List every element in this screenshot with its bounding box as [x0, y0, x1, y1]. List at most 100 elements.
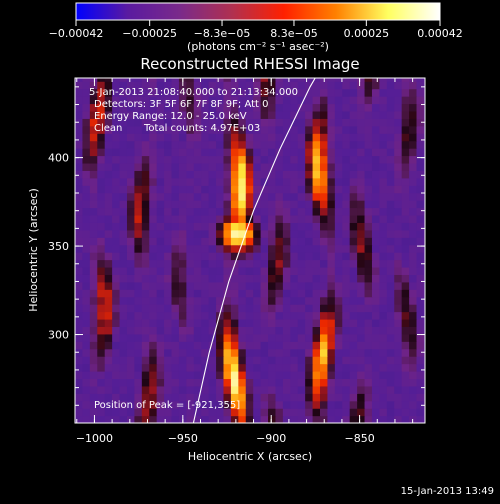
- heatmap-cell: [416, 110, 425, 119]
- heatmap-cell: [201, 341, 210, 350]
- heatmap-cell: [156, 148, 165, 157]
- heatmap-cell: [216, 363, 225, 372]
- heatmap-cell: [290, 296, 299, 305]
- heatmap-cell: [149, 415, 158, 423]
- heatmap-cell: [371, 118, 380, 127]
- heatmap-cell: [112, 289, 121, 298]
- heatmap-cell: [149, 78, 158, 82]
- heatmap-cell: [126, 393, 135, 402]
- heatmap-cell: [134, 103, 143, 112]
- heatmap-cell: [89, 400, 98, 409]
- heatmap-cell: [126, 162, 135, 171]
- heatmap-cell: [104, 341, 113, 350]
- heatmap-cell: [371, 177, 380, 186]
- heatmap-cell: [394, 259, 403, 268]
- heatmap-cell: [409, 348, 418, 357]
- heatmap-cell: [230, 155, 239, 164]
- heatmap-cell: [126, 170, 135, 179]
- heatmap-cell: [349, 274, 358, 283]
- heatmap-cell: [357, 78, 366, 82]
- heatmap-cell: [112, 304, 121, 313]
- heatmap-cell: [201, 125, 210, 134]
- heatmap-cell: [290, 326, 299, 335]
- heatmap-cell: [134, 222, 143, 231]
- heatmap-cell: [327, 289, 336, 298]
- heatmap-cell: [141, 78, 150, 82]
- heatmap-cell: [89, 304, 98, 313]
- heatmap-cell: [305, 222, 314, 231]
- heatmap-cell: [364, 281, 373, 290]
- heatmap-cell: [268, 296, 277, 305]
- heatmap-cell: [223, 348, 232, 357]
- heatmap-cell: [178, 177, 187, 186]
- heatmap-cell: [230, 170, 239, 179]
- heatmap-cell: [97, 229, 106, 238]
- heatmap-cell: [216, 289, 225, 298]
- heatmap-cell: [275, 78, 284, 82]
- heatmap-cell: [334, 318, 343, 327]
- heatmap-cell: [238, 333, 247, 342]
- heatmap-cell: [297, 400, 306, 409]
- heatmap-cell: [141, 140, 150, 149]
- heatmap-cell: [416, 148, 425, 157]
- heatmap-cell: [342, 207, 351, 216]
- heatmap-cell: [275, 118, 284, 127]
- heatmap-cell: [260, 237, 269, 246]
- heatmap-cell: [379, 162, 388, 171]
- heatmap-cell: [97, 192, 106, 201]
- heatmap-cell: [297, 385, 306, 394]
- heatmap-cell: [401, 214, 410, 223]
- heatmap-cell: [89, 378, 98, 387]
- heatmap-cell: [342, 200, 351, 209]
- heatmap-cell: [149, 378, 158, 387]
- heatmap-cell: [416, 133, 425, 142]
- heatmap-cell: [119, 408, 128, 417]
- heatmap-cell: [275, 289, 284, 298]
- colorbar-unit-label: (photons cm⁻² s⁻¹ asec⁻²): [187, 40, 329, 53]
- heatmap-cell: [223, 192, 232, 201]
- heatmap-cell: [327, 408, 336, 417]
- heatmap-cell: [401, 140, 410, 149]
- heatmap-cell: [290, 185, 299, 194]
- heatmap-cell: [364, 333, 373, 342]
- heatmap-cell: [149, 281, 158, 290]
- heatmap-cell: [201, 385, 210, 394]
- heatmap-cell: [223, 385, 232, 394]
- heatmap-cell: [156, 78, 165, 82]
- heatmap-cell: [305, 155, 314, 164]
- heatmap-cell: [216, 81, 225, 90]
- heatmap-cell: [334, 88, 343, 97]
- heatmap-cell: [245, 88, 254, 97]
- heatmap-cell: [260, 110, 269, 119]
- heatmap-cell: [423, 385, 425, 394]
- heatmap-cell: [89, 370, 98, 380]
- heatmap-cell: [171, 81, 180, 90]
- heatmap-cell: [253, 289, 262, 298]
- heatmap-cell: [357, 103, 366, 112]
- heatmap-cell: [149, 370, 158, 380]
- heatmap-cell: [416, 103, 425, 112]
- heatmap-cell: [371, 148, 380, 157]
- heatmap-cell: [320, 214, 329, 223]
- heatmap-cell: [416, 266, 425, 275]
- heatmap-cell: [141, 252, 150, 261]
- heatmap-cell: [320, 118, 329, 127]
- heatmap-cell: [394, 356, 403, 365]
- heatmap-cell: [119, 185, 128, 194]
- heatmap-cell: [253, 81, 262, 90]
- heatmap-cell: [238, 311, 247, 320]
- heatmap-cell: [282, 110, 291, 119]
- heatmap-cell: [75, 214, 84, 223]
- heatmap-cell: [379, 88, 388, 97]
- heatmap-cell: [371, 214, 380, 223]
- heatmap-cell: [119, 162, 128, 171]
- heatmap-cell: [371, 96, 380, 105]
- heatmap-cell: [238, 318, 247, 327]
- heatmap-cell: [216, 252, 225, 261]
- heatmap-cell: [260, 318, 269, 327]
- heatmap-cell: [334, 259, 343, 268]
- heatmap-cell: [89, 177, 98, 186]
- heatmap-cell: [201, 318, 210, 327]
- heatmap-cell: [290, 148, 299, 157]
- heatmap-cell: [297, 133, 306, 142]
